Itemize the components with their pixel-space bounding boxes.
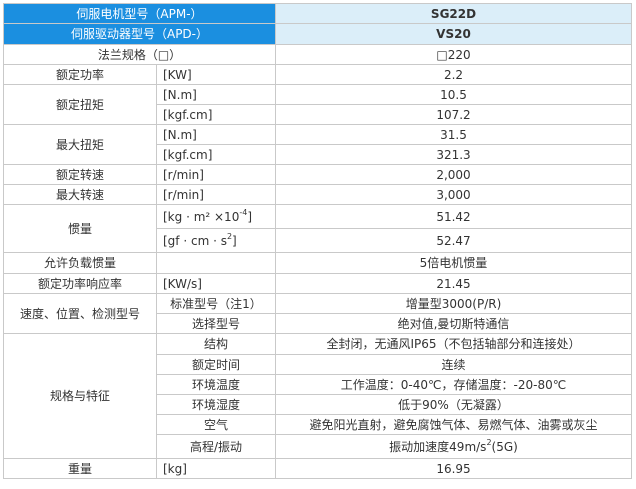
spec-vibration-label: 高程/振动 [156,434,276,459]
rated-speed-unit: [r/min] [156,164,276,185]
row-rated-power: 额定功率 [KW] 2.2 [3,64,632,85]
inertia-unit-kgm2-text: [kg · m² ×10 [163,209,240,224]
encoder-optional-value: 绝对值,曼切斯特通信 [275,313,632,334]
spec-vibration-exponent: 2 [486,437,492,447]
rated-torque-label: 额定扭矩 [3,84,157,125]
servo-spec-table: 伺服电机型号（APM-） SG22D 伺服驱动器型号（APD-） VS20 法兰… [3,3,632,479]
inertia-unit-gfcm-text: [gf · cm · s [163,233,227,248]
max-torque-value-nm: 31.5 [275,124,632,145]
spec-humidity-value: 低于90%（无凝露） [275,394,632,415]
spec-rating-time-value: 连续 [275,354,632,375]
rated-torque-unit-kgf: [kgf.cm] [156,104,276,125]
row-encoder-optional: 选择型号 绝对值,曼切斯特通信 [4,313,632,334]
rated-torque-value-nm: 10.5 [275,84,632,105]
weight-value: 16.95 [275,458,632,479]
inertia-unit-gfcm: [gf · cm · s2] [156,228,276,253]
encoder-label: 速度、位置、检测型号 [3,293,157,334]
power-rate-unit: [KW/s] [156,273,276,294]
row-weight: 重量 [kg] 16.95 [3,458,632,479]
load-inertia-unit-empty [156,252,276,274]
rated-torque-unit-nm: [N.m] [156,84,276,105]
inertia-label: 惯量 [3,204,157,253]
spec-air-label: 空气 [156,414,276,435]
inertia-unit-gfcm-close: ] [232,233,237,248]
power-rate-value: 21.45 [275,273,632,294]
header-row-drive: 伺服驱动器型号（APD-） VS20 [3,23,632,45]
rated-power-unit: [KW] [156,64,276,85]
row-inertia-1: 惯量 [kg · m² ×10-4] 51.42 [3,204,632,253]
inertia-value-kgm2: 51.42 [275,204,632,229]
power-rate-label: 额定功率响应率 [3,273,157,294]
max-speed-value: 3,000 [275,184,632,205]
encoder-optional-label: 选择型号 [156,313,276,334]
spec-vibration-text: 振动加速度49m/s [389,439,487,454]
spec-rating-time-label: 额定时间 [156,354,276,375]
spec-air-value: 避免阳光直射，避免腐蚀气体、易燃气体、油雾或灰尘 [275,414,632,435]
row-spec-rating-time: 额定时间 连续 [4,354,632,375]
encoder-standard-label: 标准型号（注1） [156,293,276,314]
inertia-unit-kgm2: [kg · m² ×10-4] [156,204,276,229]
inertia-unit-kgm2-close: ] [247,209,253,224]
spec-humidity-label: 环境湿度 [156,394,276,415]
drive-model-value: VS20 [275,23,632,45]
inertia-unit-gfcm-exponent: 2 [226,231,233,241]
encoder-standard-value: 增量型3000(P/R) [275,293,632,314]
row-max-torque-1: 最大扭矩 [N.m] 31.5 [3,124,632,165]
inertia-unit-kgm2-exponent: -4 [239,207,248,217]
max-torque-value-kgf: 321.3 [275,144,632,165]
motor-model-value: SG22D [275,3,632,24]
spec-vibration-suffix: (5G) [491,439,518,454]
row-rated-torque-1: 额定扭矩 [N.m] 10.5 [3,84,632,125]
weight-label: 重量 [3,458,157,479]
spec-temperature-value: 工作温度：0-40℃，存储温度：-20-80℃ [275,374,632,395]
inertia-value-gfcm: 52.47 [275,228,632,253]
spec-temperature-label: 环境温度 [156,374,276,395]
load-inertia-value: 5倍电机惯量 [275,252,632,274]
row-load-inertia: 允许负载惯量 5倍电机惯量 [3,252,632,274]
rated-torque-value-kgf: 107.2 [275,104,632,125]
spec-structure-label: 结构 [156,333,276,355]
max-torque-unit-nm: [N.m] [156,124,276,145]
rated-power-value: 2.2 [275,64,632,85]
rated-power-label: 额定功率 [3,64,157,85]
row-spec-vibration: 高程/振动 振动加速度49m/s2(5G) [4,434,632,459]
drive-model-label: 伺服驱动器型号（APD-） [3,23,276,45]
max-torque-unit-kgf: [kgf.cm] [156,144,276,165]
row-max-speed: 最大转速 [r/min] 3,000 [3,184,632,205]
row-spec-air: 空气 避免阳光直射，避免腐蚀气体、易燃气体、油雾或灰尘 [4,414,632,435]
row-encoder-standard: 速度、位置、检测型号 标准型号（注1） 增量型3000(P/R) [3,293,632,334]
specs-label: 规格与特征 [3,333,157,459]
row-spec-structure: 规格与特征 结构 全封闭，无通风IP65（不包括轴部分和连接处） [3,333,632,459]
weight-unit: [kg] [156,458,276,479]
rated-speed-label: 额定转速 [3,164,157,185]
max-speed-unit: [r/min] [156,184,276,205]
flange-label: 法兰规格（□） [3,44,276,65]
rated-speed-value: 2,000 [275,164,632,185]
max-torque-label: 最大扭矩 [3,124,157,165]
header-row-motor: 伺服电机型号（APM-） SG22D [3,3,632,24]
spec-table-container: 伺服电机型号（APM-） SG22D 伺服驱动器型号（APD-） VS20 法兰… [3,3,632,479]
motor-model-label: 伺服电机型号（APM-） [3,3,276,24]
row-power-rate: 额定功率响应率 [KW/s] 21.45 [3,273,632,294]
row-rated-speed: 额定转速 [r/min] 2,000 [3,164,632,185]
max-speed-label: 最大转速 [3,184,157,205]
spec-structure-value: 全封闭，无通风IP65（不包括轴部分和连接处） [275,333,632,355]
spec-vibration-value: 振动加速度49m/s2(5G) [275,434,632,459]
row-flange: 法兰规格（□） □220 [3,44,632,65]
load-inertia-label: 允许负载惯量 [3,252,157,274]
flange-value: □220 [275,44,632,65]
